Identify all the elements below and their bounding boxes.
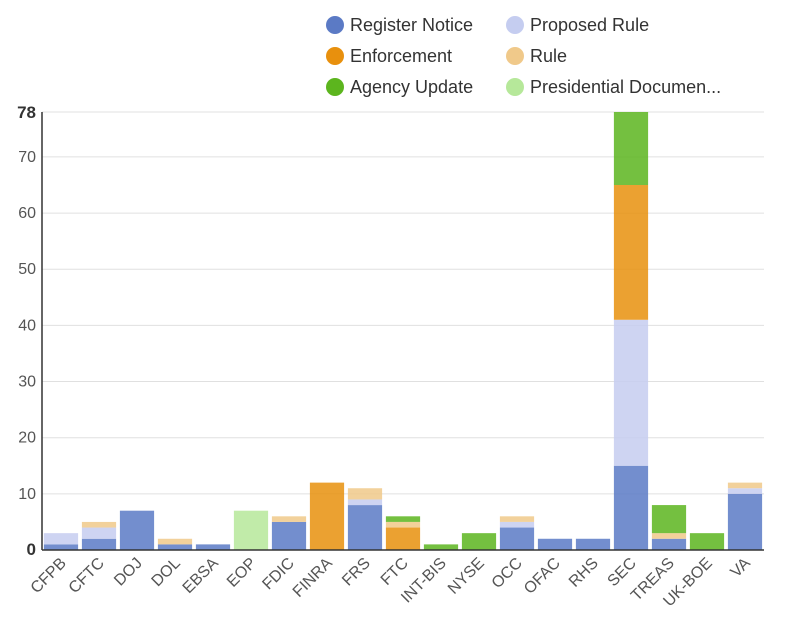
y-tick-label: 0 bbox=[27, 540, 36, 559]
bar-int-bis-agency-update[interactable] bbox=[423, 544, 459, 550]
y-tick-label: 70 bbox=[18, 149, 36, 166]
x-tick-label: FRS bbox=[339, 555, 374, 590]
legend-label: Enforcement bbox=[350, 45, 453, 66]
y-tick-label: 50 bbox=[18, 261, 36, 278]
bar-sec-proposed-rule[interactable] bbox=[613, 319, 649, 466]
x-tick-label: DOJ bbox=[111, 555, 146, 590]
bar-ftc-enforcement[interactable] bbox=[385, 527, 421, 550]
legend-item-presidential-documen-[interactable]: Presidential Documen... bbox=[506, 74, 721, 100]
bar-frs-proposed-rule[interactable] bbox=[347, 499, 383, 506]
x-tick-label: EOP bbox=[224, 555, 260, 591]
bar-doj-register-notice[interactable] bbox=[119, 510, 155, 550]
x-tick-label: EBSA bbox=[180, 555, 222, 597]
legend-dot-icon bbox=[326, 16, 344, 34]
bars bbox=[43, 112, 763, 550]
legend-label: Presidential Documen... bbox=[530, 76, 722, 97]
x-tick-label: CFTC bbox=[66, 555, 108, 597]
bar-treas-register-notice[interactable] bbox=[651, 538, 687, 550]
bar-dol-rule[interactable] bbox=[157, 538, 193, 545]
bar-ftc-agency-update[interactable] bbox=[385, 516, 421, 522]
legend-label: Rule bbox=[530, 45, 568, 66]
x-tick-label: OCC bbox=[489, 555, 526, 592]
bar-sec-register-notice[interactable] bbox=[613, 465, 649, 550]
legend-dot-icon bbox=[506, 47, 524, 65]
legend-dot-icon bbox=[326, 47, 344, 65]
legend-item-enforcement[interactable]: Enforcement bbox=[326, 43, 452, 69]
y-tick-label: 10 bbox=[18, 486, 36, 503]
bar-treas-rule[interactable] bbox=[651, 533, 687, 539]
bar-ebsa-register-notice[interactable] bbox=[195, 544, 231, 550]
bar-occ-rule[interactable] bbox=[499, 516, 535, 522]
legend-label: Agency Update bbox=[350, 76, 474, 97]
bar-va-register-notice[interactable] bbox=[727, 493, 763, 550]
bar-finra-enforcement[interactable] bbox=[309, 482, 345, 550]
x-tick-label: VA bbox=[728, 555, 755, 582]
y-tick-label: 60 bbox=[18, 205, 36, 222]
bar-cfpb-proposed-rule[interactable] bbox=[43, 533, 79, 545]
y-max-label: 78 bbox=[17, 103, 36, 122]
bar-cftc-proposed-rule[interactable] bbox=[81, 527, 117, 539]
bar-ftc-rule[interactable] bbox=[385, 521, 421, 528]
y-axis: 0 10 20 30 40 50 60 70 78 bbox=[17, 103, 43, 559]
bar-fdic-register-notice[interactable] bbox=[271, 521, 307, 550]
bar-frs-register-notice[interactable] bbox=[347, 505, 383, 550]
bar-occ-register-notice[interactable] bbox=[499, 527, 535, 550]
x-tick-label: OFAC bbox=[521, 555, 564, 598]
legend-item-proposed-rule[interactable]: Proposed Rule bbox=[506, 12, 649, 38]
bar-uk-boe-agency-update[interactable] bbox=[689, 533, 725, 550]
legend-item-agency-update[interactable]: Agency Update bbox=[326, 74, 473, 100]
y-tick-label: 20 bbox=[18, 430, 36, 447]
legend-dot-icon bbox=[326, 78, 344, 96]
bar-sec-enforcement[interactable] bbox=[613, 185, 649, 320]
x-tick-label: NYSE bbox=[445, 555, 488, 598]
bar-ofac-register-notice[interactable] bbox=[537, 538, 573, 550]
bar-frs-rule[interactable] bbox=[347, 488, 383, 500]
bar-eop-presidential-documen-[interactable] bbox=[233, 510, 269, 550]
x-tick-label: CFPB bbox=[28, 555, 70, 597]
legend: Register Notice Proposed Rule Enforcement R… bbox=[326, 12, 746, 108]
legend-item-register-notice[interactable]: Register Notice bbox=[326, 12, 473, 38]
legend-label: Proposed Rule bbox=[530, 14, 650, 35]
y-tick-label: 30 bbox=[18, 374, 36, 391]
legend-dot-icon bbox=[506, 78, 524, 96]
x-tick-label: FINRA bbox=[290, 555, 336, 601]
bar-nyse-agency-update[interactable] bbox=[461, 533, 497, 550]
legend-dot-icon bbox=[506, 16, 524, 34]
bar-dol-register-notice[interactable] bbox=[157, 544, 193, 550]
bar-va-proposed-rule[interactable] bbox=[727, 488, 763, 494]
bar-cftc-register-notice[interactable] bbox=[81, 538, 117, 550]
bar-occ-proposed-rule[interactable] bbox=[499, 521, 535, 528]
bar-sec-agency-update[interactable] bbox=[613, 112, 649, 185]
bar-va-rule[interactable] bbox=[727, 482, 763, 489]
grid-lines bbox=[42, 111, 764, 495]
legend-item-rule[interactable]: Rule bbox=[506, 43, 567, 69]
bar-cfpb-register-notice[interactable] bbox=[43, 544, 79, 550]
bar-cftc-rule[interactable] bbox=[81, 521, 117, 528]
y-tick-label: 40 bbox=[18, 317, 36, 334]
bar-fdic-rule[interactable] bbox=[271, 516, 307, 522]
legend-label: Register Notice bbox=[350, 14, 474, 35]
x-tick-label: FTC bbox=[378, 555, 412, 589]
x-tick-label: RHS bbox=[566, 555, 602, 591]
bar-rhs-register-notice[interactable] bbox=[575, 538, 611, 550]
bar-treas-agency-update[interactable] bbox=[651, 505, 687, 534]
